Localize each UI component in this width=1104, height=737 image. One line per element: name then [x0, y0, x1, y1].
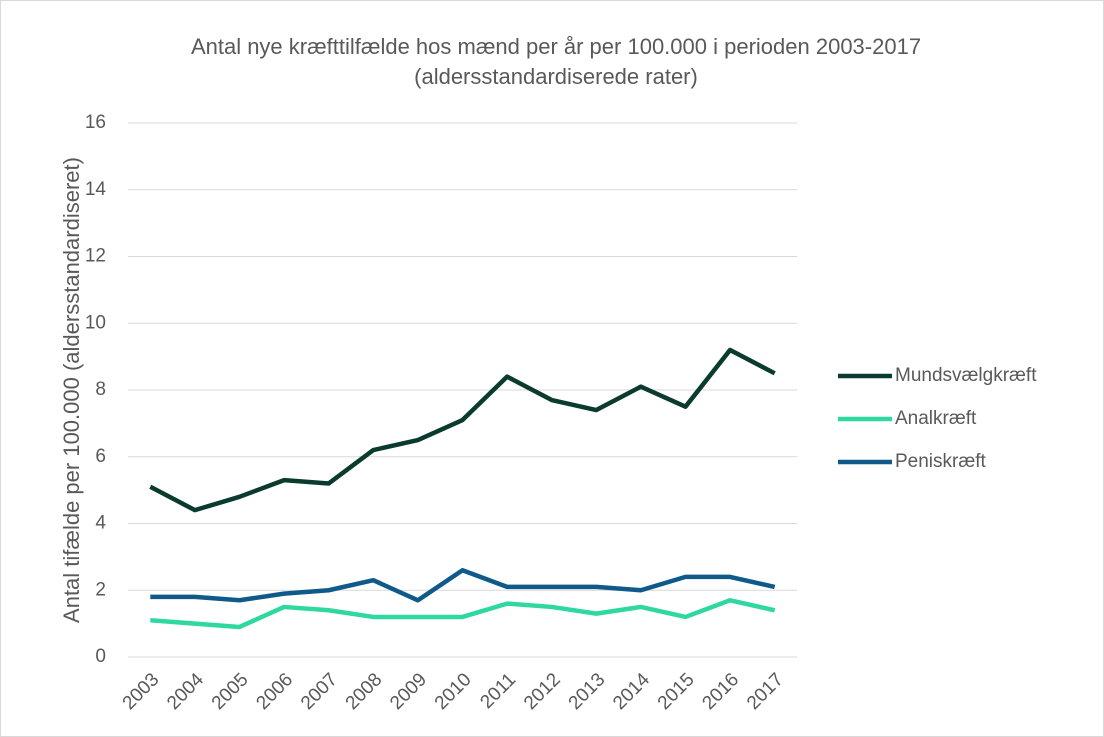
legend-label: Peniskræft [895, 451, 987, 472]
x-tick-label: 2015 [654, 669, 699, 714]
x-tick-label: 2009 [386, 669, 431, 714]
y-axis-label: Antal tifælde per 100.000 (aldersstandar… [59, 157, 84, 623]
legend-label: Analkræft [895, 408, 977, 429]
data-line [150, 567, 776, 603]
x-tick-label: 2005 [208, 669, 253, 714]
y-tick-label: 6 [95, 446, 106, 467]
x-tick-label: 2011 [476, 669, 520, 713]
legend-label: Mundsvælgkræft [895, 365, 1037, 386]
y-tick-label: 14 [85, 179, 107, 200]
x-tick-label: 2013 [565, 669, 610, 714]
y-tick-label: 2 [95, 579, 106, 600]
y-tick-label: 10 [85, 312, 106, 333]
x-tick-label: 2017 [743, 669, 788, 714]
data-line [149, 347, 776, 513]
chart-title: Antal nye kræfttilfælde hos mænd per år … [190, 34, 922, 89]
x-tick-label: 2010 [431, 669, 476, 714]
y-tick-label: 12 [85, 246, 106, 267]
x-tick-label: 2012 [520, 669, 565, 714]
x-tick-label: 2007 [297, 669, 342, 714]
y-tick-label: 0 [95, 646, 106, 667]
y-tick-label: 4 [95, 513, 106, 534]
x-tick-label: 2003 [119, 669, 164, 714]
y-tick-label: 16 [85, 112, 106, 133]
x-tick-label: 2014 [609, 669, 654, 714]
x-tick-label: 2004 [163, 669, 208, 714]
y-tick-label: 8 [95, 379, 106, 400]
data-line [150, 598, 776, 630]
x-tick-label: 2016 [698, 669, 743, 714]
x-tick-label: 2008 [342, 669, 387, 714]
x-tick-label: 2006 [252, 669, 297, 714]
